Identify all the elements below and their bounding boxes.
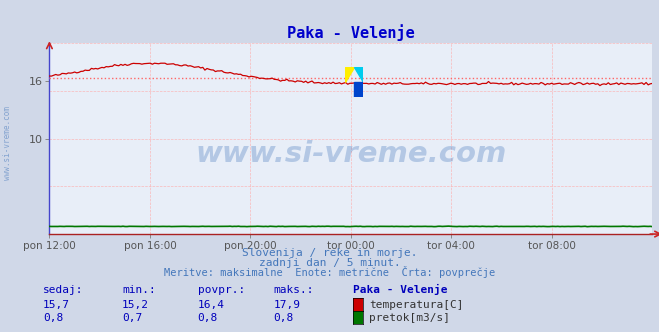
Title: Paka - Velenje: Paka - Velenje	[287, 24, 415, 41]
Text: Paka - Velenje: Paka - Velenje	[353, 284, 447, 295]
Polygon shape	[345, 67, 354, 82]
Text: www.si-vreme.com: www.si-vreme.com	[3, 106, 13, 180]
Text: Slovenija / reke in morje.: Slovenija / reke in morje.	[242, 248, 417, 258]
Text: 15,7: 15,7	[43, 300, 70, 310]
Text: www.si-vreme.com: www.si-vreme.com	[195, 140, 507, 168]
Text: povpr.:: povpr.:	[198, 285, 245, 295]
Text: 0,8: 0,8	[43, 313, 63, 323]
Polygon shape	[354, 67, 363, 82]
Text: sedaj:: sedaj:	[43, 285, 83, 295]
Text: Meritve: maksimalne  Enote: metrične  Črta: povprečje: Meritve: maksimalne Enote: metrične Črta…	[164, 266, 495, 278]
Text: 15,2: 15,2	[122, 300, 149, 310]
Text: 0,8: 0,8	[198, 313, 218, 323]
Polygon shape	[354, 82, 363, 97]
Text: 17,9: 17,9	[273, 300, 301, 310]
Text: 16,4: 16,4	[198, 300, 225, 310]
Text: zadnji dan / 5 minut.: zadnji dan / 5 minut.	[258, 258, 401, 268]
Text: 0,7: 0,7	[122, 313, 142, 323]
Text: min.:: min.:	[122, 285, 156, 295]
Text: pretok[m3/s]: pretok[m3/s]	[369, 313, 450, 323]
Text: 0,8: 0,8	[273, 313, 294, 323]
Text: temperatura[C]: temperatura[C]	[369, 300, 463, 310]
Text: maks.:: maks.:	[273, 285, 314, 295]
